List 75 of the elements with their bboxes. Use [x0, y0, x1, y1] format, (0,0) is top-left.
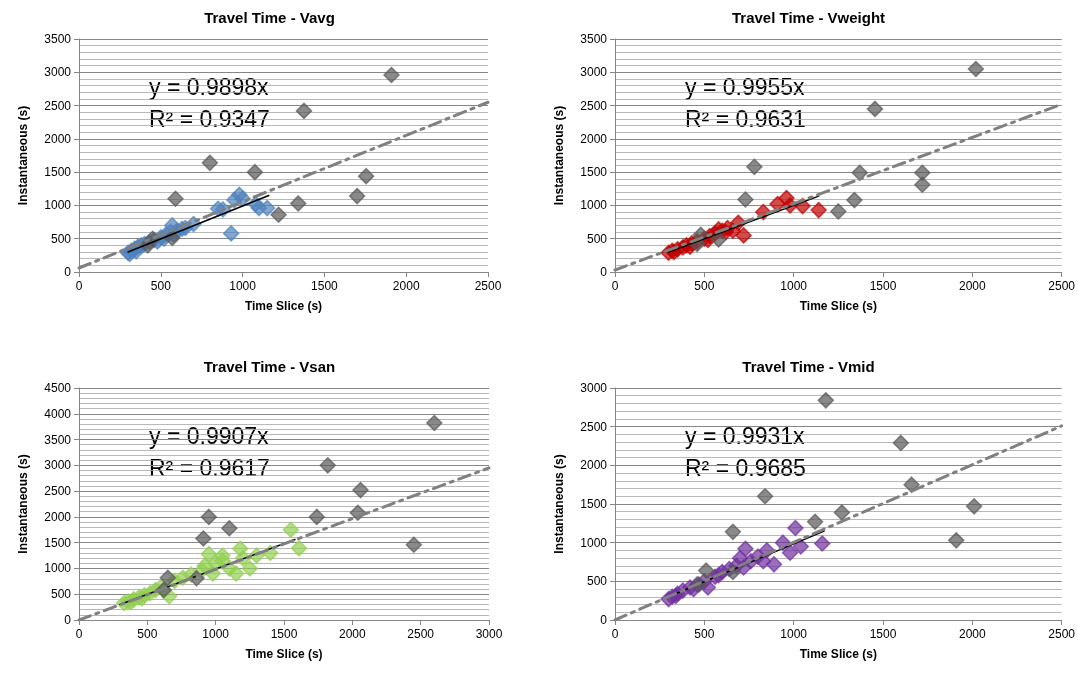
annotation: y = 0.9931x — [685, 422, 806, 449]
x-axis-title: Time Slice (s) — [244, 299, 323, 313]
y-tick-label: 2500 — [44, 98, 72, 113]
x-tick-label: 2500 — [474, 279, 502, 293]
y-tick-label: 0 — [64, 613, 72, 627]
y-tick-label: 2000 — [580, 458, 608, 473]
y-tick-label: 500 — [586, 574, 608, 589]
x-tick-label: 2500 — [407, 627, 435, 641]
y-axis-title: Instantaneous (s) — [552, 105, 566, 206]
x-tick-label: 3000 — [475, 627, 503, 641]
x-tick-label: 500 — [694, 279, 715, 293]
y-tick-label: 1000 — [44, 561, 72, 576]
x-tick-label: 2500 — [1048, 279, 1076, 293]
x-tick-label: 1500 — [270, 627, 298, 641]
y-tick-label: 1500 — [44, 165, 72, 180]
y-tick-label: 2500 — [580, 98, 608, 113]
y-tick-label: 3000 — [44, 65, 72, 80]
x-tick-label: 500 — [150, 279, 172, 293]
x-tick-label: 1500 — [869, 279, 897, 293]
y-tick-label: 500 — [586, 231, 608, 246]
x-tick-label: 0 — [75, 627, 83, 641]
x-tick-label: 0 — [75, 279, 83, 293]
x-tick-label: 1500 — [311, 279, 339, 293]
annotation: R² = 0.9631 — [685, 105, 806, 132]
annotation: R² = 0.9347 — [149, 105, 270, 132]
y-tick-label: 3500 — [580, 32, 608, 46]
y-axis-title: Instantaneous (s) — [16, 454, 30, 554]
x-axis-title: Time Slice (s) — [799, 647, 877, 661]
y-tick-label: 1000 — [580, 198, 608, 213]
y-tick-label: 1500 — [44, 535, 72, 550]
y-tick-label: 4500 — [44, 381, 72, 395]
y-tick-label: 0 — [64, 265, 72, 279]
y-tick-label: 3000 — [580, 65, 608, 80]
y-tick-label: 1500 — [580, 165, 608, 180]
y-tick-label: 2500 — [580, 419, 608, 434]
x-tick-label: 1000 — [780, 627, 808, 641]
y-tick-label: 500 — [50, 587, 72, 602]
y-tick-label: 2000 — [580, 131, 608, 146]
y-tick-label: 3000 — [44, 458, 72, 473]
y-tick-label: 500 — [50, 231, 72, 246]
x-tick-label: 2000 — [958, 627, 986, 641]
x-tick-label: 1500 — [869, 627, 897, 641]
x-tick-label: 1000 — [780, 279, 808, 293]
x-tick-label: 2000 — [958, 279, 986, 293]
y-tick-label: 1500 — [580, 497, 608, 511]
x-tick-label: 1000 — [202, 627, 230, 641]
chart-title: Travel Time - Vavg — [204, 9, 335, 26]
y-tick-label: 3500 — [44, 432, 72, 447]
chart-title: Travel Time - Vsan — [203, 358, 336, 375]
y-tick-label: 2500 — [44, 484, 72, 499]
y-tick-label: 0 — [600, 265, 608, 279]
annotation: y = 0.9955x — [685, 73, 806, 100]
y-tick-label: 4000 — [44, 406, 72, 421]
x-axis-title: Time Slice (s) — [799, 299, 877, 313]
y-tick-label: 2000 — [44, 131, 72, 146]
x-tick-label: 1000 — [229, 279, 257, 293]
x-axis-title: Time Slice (s) — [245, 647, 323, 661]
x-tick-label: 500 — [137, 627, 158, 641]
y-tick-label: 1000 — [44, 198, 72, 213]
x-tick-label: 0 — [611, 627, 619, 641]
y-tick-label: 3500 — [44, 32, 72, 46]
y-axis-title: Instantaneous (s) — [552, 454, 566, 554]
x-tick-label: 500 — [694, 627, 715, 641]
y-tick-label: 2000 — [44, 509, 72, 524]
x-tick-label: 2000 — [392, 279, 420, 293]
annotation: y = 0.9898x — [149, 73, 270, 100]
chart-title: Travel Time - Vmid — [742, 358, 875, 375]
y-tick-label: 0 — [600, 613, 608, 627]
y-axis-title: Instantaneous (s) — [16, 105, 30, 206]
x-tick-label: 2000 — [338, 627, 366, 641]
x-tick-label: 0 — [611, 279, 619, 293]
x-tick-label: 2500 — [1048, 627, 1076, 641]
y-tick-label: 3000 — [580, 381, 608, 395]
chart-title: Travel Time - Vweight — [731, 9, 886, 26]
y-tick-label: 1000 — [580, 535, 608, 550]
